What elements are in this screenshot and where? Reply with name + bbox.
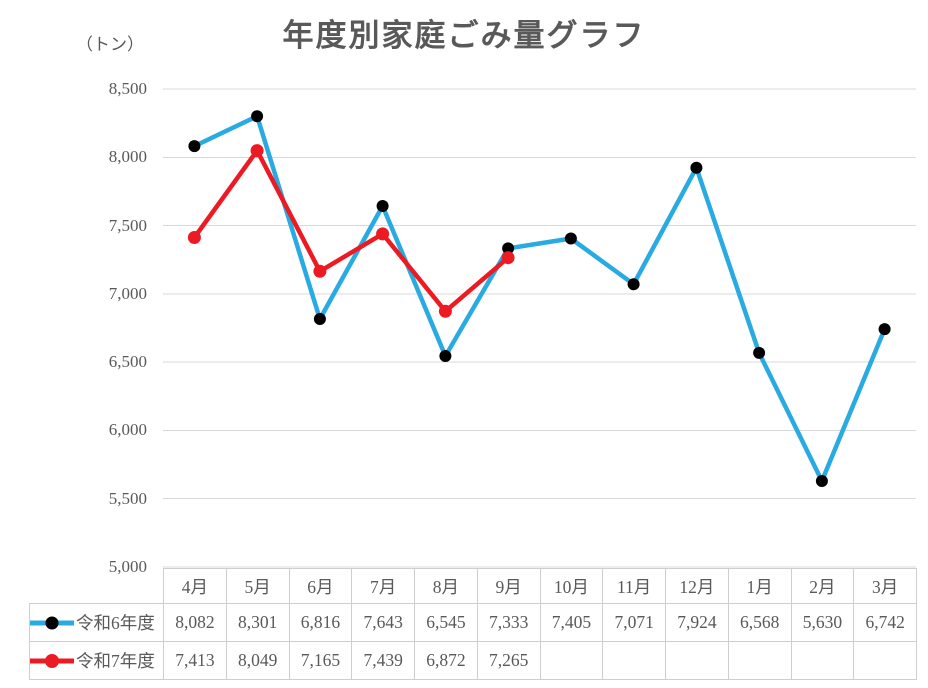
y-axis-tick-label: 7,500 (108, 215, 147, 235)
month-header-cell: 9月 (476, 568, 541, 604)
data-point-marker-series-1 (376, 200, 389, 212)
month-header-cell: 12月 (665, 568, 729, 604)
data-point-marker-series-1 (251, 110, 264, 123)
value-cell: 8,082 (163, 603, 227, 642)
value-cell (790, 641, 855, 680)
value-cell: 7,413 (163, 641, 227, 680)
data-point-marker-series-1 (878, 323, 891, 336)
value-cell: 8,301 (225, 603, 290, 642)
month-header-cell: 4月 (163, 568, 227, 604)
month-header-cell: 11月 (602, 568, 666, 604)
month-header-cell: 1月 (727, 568, 792, 604)
month-header-cell: 5月 (225, 568, 290, 604)
value-cell: 8,049 (225, 641, 290, 680)
data-point-marker-series-1 (188, 140, 201, 153)
legend-key-icon (30, 616, 74, 629)
month-header-cell: 3月 (853, 568, 917, 604)
month-header-cell: 2月 (790, 568, 855, 604)
value-cell: 7,333 (476, 603, 541, 642)
data-point-marker-series-1 (313, 313, 326, 325)
data-table: 4月 5月 6月 7月 8月 9月 10月 11月 12月 1月 2月 3月 令和6年度 8,082 8,… (29, 568, 917, 680)
month-header-cell: 6月 (288, 568, 353, 604)
value-cell: 6,545 (414, 603, 478, 642)
y-axis-tick-label: 8,000 (108, 147, 147, 167)
value-cell: 7,165 (288, 641, 353, 680)
value-cell: 5,630 (790, 603, 855, 642)
legend-series-name: 令和6年度 (76, 613, 155, 633)
data-point-marker-series-2 (313, 264, 327, 278)
data-point-marker-series-2 (376, 227, 390, 241)
data-point-marker-series-1 (815, 475, 828, 487)
chart-title: 年度別家庭ごみ量グラフ (282, 18, 646, 53)
y-axis-tick-label: 7,000 (108, 283, 147, 303)
data-point-marker-series-2 (438, 304, 452, 318)
legend-cell-series-1: 令和6年度 (29, 603, 164, 642)
value-cell: 6,742 (853, 603, 917, 642)
value-cell: 6,816 (288, 603, 353, 642)
value-cell: 7,439 (351, 641, 415, 680)
y-axis-tick-label: 5,500 (108, 488, 147, 508)
value-cell (727, 641, 792, 680)
value-cell (853, 641, 917, 680)
data-point-marker-series-1 (564, 232, 577, 245)
line-chart-plot-area (163, 88, 916, 568)
table-corner-spacer (30, 569, 164, 604)
data-point-marker-series-1 (690, 161, 703, 174)
data-point-marker-series-1 (753, 346, 766, 359)
data-point-marker-series-1 (439, 350, 452, 362)
month-header-row: 4月 5月 6月 7月 8月 9月 10月 11月 12月 1月 2月 3月 (30, 568, 917, 604)
value-cell (539, 641, 604, 680)
value-cell: 7,405 (539, 603, 604, 642)
month-header-cell: 8月 (414, 568, 478, 604)
legend-series-name: 令和7年度 (76, 651, 155, 671)
y-axis-tick-label: 5,000 (108, 557, 147, 576)
value-cell (602, 641, 666, 680)
data-point-marker-series-1 (627, 278, 640, 291)
month-header-cell: 10月 (539, 568, 604, 604)
value-cell: 7,071 (602, 603, 666, 642)
data-point-marker-series-2 (501, 251, 515, 265)
legend-cell-series-2: 令和7年度 (29, 641, 164, 680)
value-cell (665, 641, 729, 680)
y-axis-tick-label: 6,000 (108, 420, 147, 440)
data-point-marker-series-2 (187, 231, 201, 244)
month-header-cell: 7月 (351, 568, 415, 604)
legend-key-icon (30, 653, 74, 668)
y-axis-tick-label: 8,500 (108, 79, 147, 98)
y-axis-tick-label: 6,500 (108, 352, 147, 372)
value-cell: 7,924 (665, 603, 729, 642)
table-row: 令和7年度 7,413 8,049 7,165 7,439 6,872 7,265 (29, 641, 917, 680)
value-cell: 6,568 (727, 603, 792, 642)
value-cell: 7,643 (351, 603, 415, 642)
data-point-marker-series-1 (502, 242, 515, 255)
y-axis-unit-label: （トン） (76, 35, 144, 54)
data-point-marker-series-2 (250, 144, 264, 158)
table-row: 令和6年度 8,082 8,301 6,816 7,643 6,545 7,333 7,405… (29, 603, 917, 642)
value-cell: 6,872 (414, 641, 478, 680)
series-line-1 (192, 113, 887, 484)
value-cell: 7,265 (476, 641, 541, 680)
series-line-2 (192, 148, 511, 314)
y-axis: 8,500 8,000 7,500 7,000 6,500 6,000 5,500 5,000 (0, 79, 147, 576)
